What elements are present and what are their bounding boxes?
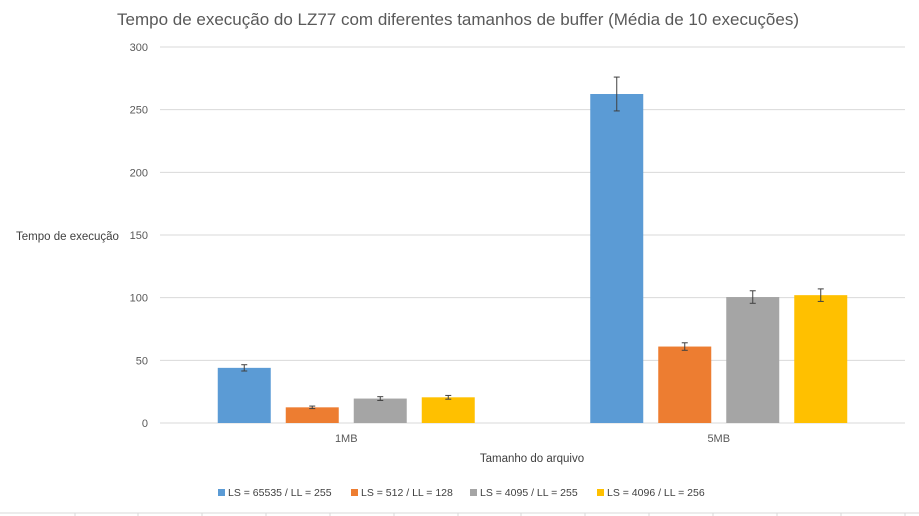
y-tick-labels: 0 50 100 150 200 250 300 [130,42,148,430]
legend-label: LS = 65535 / LL = 255 [228,487,332,499]
bar [658,346,712,423]
bar [353,398,407,423]
error-bar [681,342,688,351]
error-bar [749,290,756,304]
legend-swatch [597,489,604,496]
bar [421,397,475,423]
x-tick-labels: 1MB 5MB [335,433,730,445]
y-tick-label: 100 [130,293,148,305]
legend-swatch [218,489,225,496]
y-tick-label: 150 [130,230,148,242]
chart-title: Tempo de execução do LZ77 com diferentes… [117,10,799,29]
legend-label: LS = 4095 / LL = 255 [480,487,578,499]
error-bar [445,394,452,400]
gridlines [160,46,905,424]
legend-label: LS = 4096 / LL = 256 [607,487,705,499]
bar [794,295,848,423]
legend-swatch [470,489,477,496]
legend: LS = 65535 / LL = 255 LS = 512 / LL = 128… [218,487,705,499]
x-tick-label: 1MB [335,433,358,445]
y-tick-label: 300 [130,42,148,54]
error-bar [241,364,248,372]
error-bar [613,76,620,112]
legend-label: LS = 512 / LL = 128 [361,487,453,499]
y-tick-label: 50 [136,355,148,367]
legend-item: LS = 4095 / LL = 255 [470,487,578,499]
error-bar [817,288,824,302]
y-tick-label: 250 [130,105,148,117]
x-axis-title: Tamanho do arquivo [480,453,584,465]
y-axis-title: Tempo de execução [16,231,119,243]
legend-swatch [351,489,358,496]
legend-item: LS = 4096 / LL = 256 [597,487,705,499]
bar [726,297,780,423]
bar [217,367,271,423]
bar [285,407,339,423]
y-tick-label: 0 [142,418,148,430]
legend-item: LS = 65535 / LL = 255 [218,487,332,499]
bar [590,94,644,423]
error-bar [309,405,316,410]
y-tick-label: 200 [130,167,148,179]
bars [217,76,848,423]
legend-item: LS = 512 / LL = 128 [351,487,453,499]
x-tick-label: 5MB [707,433,730,445]
error-bar [377,396,384,401]
